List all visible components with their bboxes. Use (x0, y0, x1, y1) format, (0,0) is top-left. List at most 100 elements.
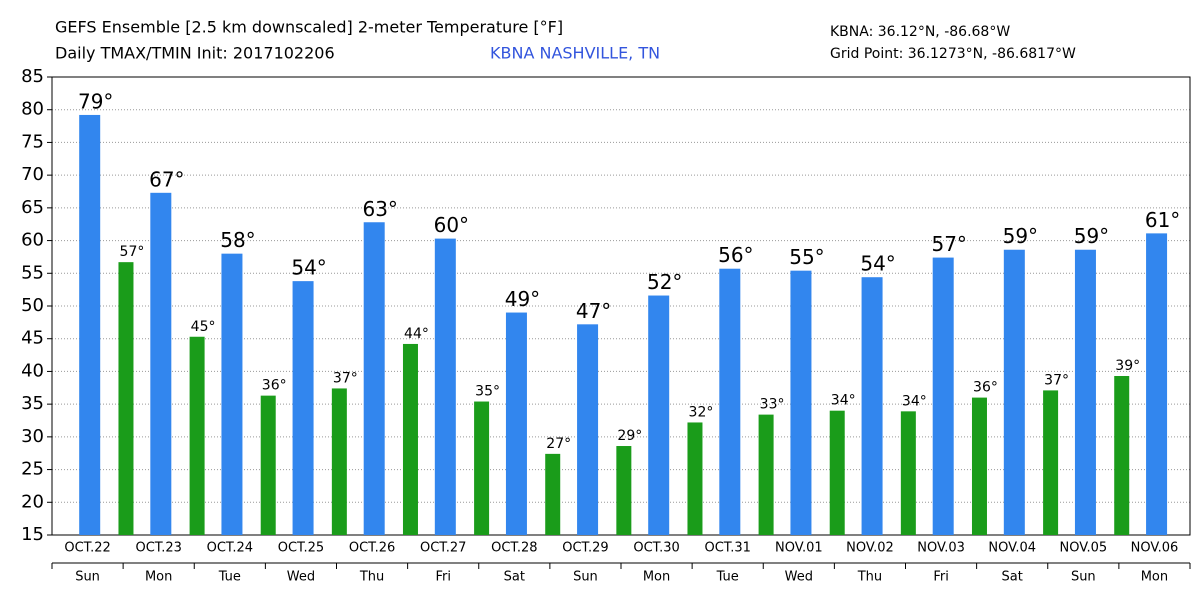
value-label: 37° (333, 370, 358, 386)
bar (861, 277, 883, 535)
grid-point: Grid Point: 36.1273°N, -86.6817°W (830, 46, 1076, 62)
bar (577, 324, 599, 535)
value-label: 45° (191, 319, 216, 335)
x-tick-label: OCT.26 (349, 541, 395, 556)
weekday-label: Wed (785, 570, 813, 585)
value-label: 59° (1074, 224, 1109, 248)
chart-subtitle: Daily TMAX/TMIN Init: 2017102206 (55, 44, 335, 63)
bar (790, 270, 812, 535)
value-label: 60° (434, 213, 469, 237)
weekday-label: Mon (1141, 570, 1168, 585)
bar (402, 343, 418, 535)
x-tick-label: NOV.05 (1060, 541, 1108, 556)
bar (1146, 233, 1168, 536)
x-tick-label: OCT.27 (420, 541, 466, 556)
bar (1003, 249, 1025, 535)
y-tick-label: 55 (21, 262, 44, 283)
value-label: 61° (1145, 208, 1180, 232)
bar (331, 388, 347, 535)
y-tick-label: 15 (21, 524, 44, 545)
x-tick-label: OCT.23 (135, 541, 181, 556)
weekday-label: Fri (933, 570, 949, 585)
bar (221, 253, 243, 535)
weekday-label: Mon (643, 570, 670, 585)
value-label: 63° (362, 197, 397, 221)
x-tick-label: OCT.29 (562, 541, 608, 556)
value-label: 36° (262, 378, 287, 394)
x-tick-label: NOV.02 (846, 541, 894, 556)
value-label: 37° (1044, 372, 1069, 388)
value-label: 54° (291, 256, 326, 280)
value-label: 27° (546, 436, 571, 452)
value-label: 58° (220, 228, 255, 252)
bar (79, 114, 101, 535)
weekday-label: Sun (75, 570, 100, 585)
value-label: 67° (149, 167, 184, 191)
value-label: 49° (505, 287, 540, 311)
x-tick-label: OCT.24 (207, 541, 253, 556)
value-label: 47° (576, 299, 611, 323)
bar (648, 295, 670, 535)
bar (758, 414, 774, 535)
weekday-label: Wed (287, 570, 315, 585)
value-label: 39° (1115, 358, 1140, 374)
bar (189, 336, 205, 535)
y-tick-label: 35 (21, 393, 44, 414)
y-tick-label: 85 (21, 66, 44, 87)
location: KBNA NASHVILLE, TN (490, 44, 660, 63)
value-label: 54° (860, 252, 895, 276)
y-tick-label: 50 (21, 295, 44, 316)
x-tick-label: NOV.01 (775, 541, 823, 556)
y-tick-label: 80 (21, 99, 44, 120)
value-label: 59° (1003, 224, 1038, 248)
y-tick-label: 20 (21, 491, 44, 512)
weekday-label: Thu (359, 570, 384, 585)
bar (505, 312, 527, 535)
y-tick-label: 65 (21, 197, 44, 218)
weekday-label: Sun (573, 570, 598, 585)
bar (545, 453, 561, 535)
bar (932, 257, 954, 535)
bar (474, 401, 490, 535)
value-label: 35° (475, 384, 500, 400)
x-tick-label: NOV.03 (917, 541, 965, 556)
value-label: 33° (760, 397, 785, 413)
x-tick-label: OCT.30 (633, 541, 679, 556)
weekday-label: Fri (435, 570, 451, 585)
station-coords: KBNA: 36.12°N, -86.68°W (830, 24, 1010, 40)
x-tick-label: OCT.31 (704, 541, 750, 556)
bar (150, 192, 172, 535)
weekday-label: Sat (504, 570, 525, 585)
weekday-label: Tue (218, 570, 241, 585)
x-tick-label: OCT.25 (278, 541, 324, 556)
bar (292, 281, 314, 535)
bar (1074, 249, 1096, 535)
y-tick-label: 45 (21, 328, 44, 349)
bar (1114, 376, 1130, 535)
bar (260, 395, 276, 535)
bar (616, 446, 632, 535)
value-label: 34° (831, 393, 856, 409)
value-label: 56° (718, 243, 753, 267)
value-label: 29° (617, 428, 642, 444)
value-label: 34° (902, 393, 927, 409)
x-tick-label: NOV.04 (988, 541, 1036, 556)
bar (971, 397, 987, 535)
y-tick-label: 30 (21, 426, 44, 447)
value-label: 55° (789, 245, 824, 269)
value-label: 32° (689, 404, 714, 420)
value-label: 52° (647, 270, 682, 294)
x-tick-label: OCT.28 (491, 541, 537, 556)
value-label: 36° (973, 380, 998, 396)
weekday-label: Sat (1002, 570, 1023, 585)
bar (363, 222, 385, 535)
value-label: 57° (120, 244, 145, 260)
bar (118, 262, 134, 535)
weekday-label: Tue (716, 570, 739, 585)
x-tick-label: NOV.06 (1131, 541, 1179, 556)
bar (434, 238, 456, 535)
y-tick-label: 75 (21, 131, 44, 152)
bar (900, 411, 916, 535)
x-tick-label: OCT.22 (64, 541, 110, 556)
